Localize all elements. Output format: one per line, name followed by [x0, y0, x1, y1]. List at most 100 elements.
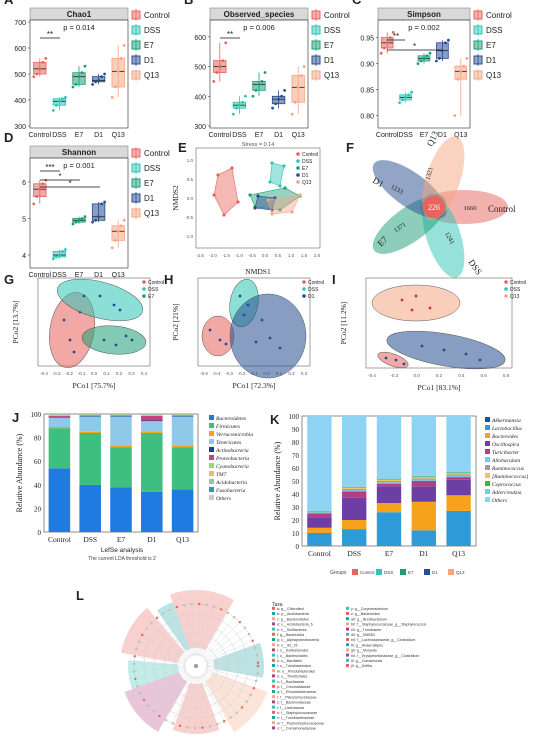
legend-label-Control: Control [144, 149, 170, 158]
nmds-point-Q13 [298, 193, 302, 197]
legend-swatch [485, 449, 490, 454]
point-DSS [58, 99, 61, 103]
point-Q13 [465, 57, 469, 60]
box-D1 [91, 203, 106, 221]
sig-stars: *** [45, 163, 54, 172]
y-tick-label: 400 [194, 94, 206, 101]
point-Q13 [122, 218, 126, 222]
taxa-label: p: f__Chromatiaceae [277, 685, 310, 689]
legend-label-turicibacter: Turicibacter [492, 450, 520, 456]
legend-label-bacteroidetes: Bacteroidetes [216, 416, 246, 422]
nmds-x-tick: 2.0 [314, 253, 321, 258]
clade-branch [196, 675, 203, 728]
point-Q13 [119, 224, 123, 228]
taxa-swatch [346, 658, 349, 662]
clade-node [161, 612, 165, 615]
clade-branch [197, 604, 207, 657]
point-DSS [61, 97, 64, 101]
x-tick-label: DSS [232, 132, 247, 139]
point-E7 [74, 83, 78, 86]
point-Control [221, 59, 225, 63]
clade-node [133, 655, 136, 658]
clade-node [186, 726, 189, 729]
legend-label-actinobacteria: Actinobacteria [215, 448, 249, 454]
clade-node [240, 706, 244, 709]
clade-sector [156, 602, 190, 652]
point-Control [32, 75, 36, 78]
bar-segment-firmicutes [171, 447, 194, 490]
box-E7 [252, 81, 266, 91]
y-tick-label: 300 [194, 124, 206, 131]
x-tick-label: E7 [420, 132, 429, 139]
point-E7 [77, 218, 81, 222]
point-E7 [80, 217, 84, 220]
groups-legend-title: Groups [330, 570, 347, 576]
bar-segment-cyanobacteria [171, 414, 194, 416]
pcoa-point-DSS [82, 294, 86, 298]
bar-ylabel: Relative Abundance (%) [273, 441, 282, 520]
clade-node [222, 720, 226, 723]
clade-sector [172, 682, 220, 734]
pcoa-legend-label-Q13: Q13 [510, 294, 520, 300]
bar-segment-cyanobacteria [79, 414, 101, 416]
nmds-point-Control [222, 213, 226, 217]
clade-node [155, 616, 159, 620]
clade-node [193, 726, 197, 730]
pcoa-x-tick: -0.3 [53, 371, 61, 376]
bar-segment-others [342, 416, 367, 487]
sig-stars: * [413, 42, 416, 51]
pcoa-point-Control [72, 350, 76, 354]
legend-swatch [209, 455, 214, 460]
taxa-label: r: f__Planctomycetaceae [277, 695, 317, 699]
point-DSS [58, 253, 61, 257]
panel-label-J: J [12, 410, 19, 425]
clade-node [139, 691, 142, 695]
taxa-label: h0: f__Erysipelotrichaceae_g__Clostridiu… [351, 654, 419, 658]
taxa-label: n: o__Thiotrichales [277, 675, 308, 679]
clade-node [142, 698, 146, 701]
legend-label-lactobacillus: Lactobacillus [491, 426, 522, 432]
bar-segment-oscillospira [411, 486, 436, 502]
pcoa-x-tick: -0.4 [213, 371, 221, 376]
point-Control [38, 67, 42, 71]
panel-label-A: A [4, 0, 14, 7]
taxa-swatch [272, 606, 275, 610]
bar-y-tick: 60 [292, 465, 300, 473]
bar-segment-others [411, 416, 436, 476]
nmds-point-Control [236, 200, 240, 204]
box-Q13 [111, 225, 125, 241]
bar-y-tick: 60 [34, 458, 42, 466]
clade-node [245, 700, 248, 703]
clade-branch [201, 617, 235, 659]
clade-node [134, 677, 137, 681]
bar-x-label-Q13: Q13 [176, 535, 189, 544]
nmds-y-tick: 0.0 [187, 196, 194, 201]
legend-label-D1: D1 [486, 56, 497, 65]
clade-node [208, 725, 212, 728]
sig-stars: ** [47, 30, 53, 39]
nmds-point-Control [216, 173, 220, 177]
pcoa-legend-label-Control: Control [510, 280, 526, 286]
y-tick-label: 700 [14, 20, 26, 27]
clade-node [201, 726, 204, 729]
legend-label-Q13: Q13 [144, 71, 160, 80]
legend-swatch [485, 441, 490, 446]
clade-node [198, 602, 201, 606]
point-D1 [100, 75, 103, 78]
point-Q13 [453, 114, 457, 117]
clade-branch [159, 673, 191, 717]
bar-x-label-D1: D1 [419, 549, 428, 558]
legend-swatch [209, 495, 214, 500]
legend-label-bacteroides: Bacteroides [492, 434, 518, 440]
point-Q13 [122, 44, 126, 47]
pcoa-x-tick: -0.5 [200, 371, 208, 376]
pcoa-ellipse-DSS [56, 278, 144, 322]
legend-label-acidobacteria: Acidobacteria [215, 480, 247, 486]
pcoa-x-tick: 0.0 [414, 373, 421, 378]
venn-set-label-Control: Control [488, 204, 516, 214]
nmds-point-E7 [278, 208, 282, 212]
point-Control [41, 182, 45, 186]
bar-segment-tenericutes [141, 421, 163, 432]
point-E7 [263, 71, 267, 74]
clade-node [226, 611, 230, 615]
